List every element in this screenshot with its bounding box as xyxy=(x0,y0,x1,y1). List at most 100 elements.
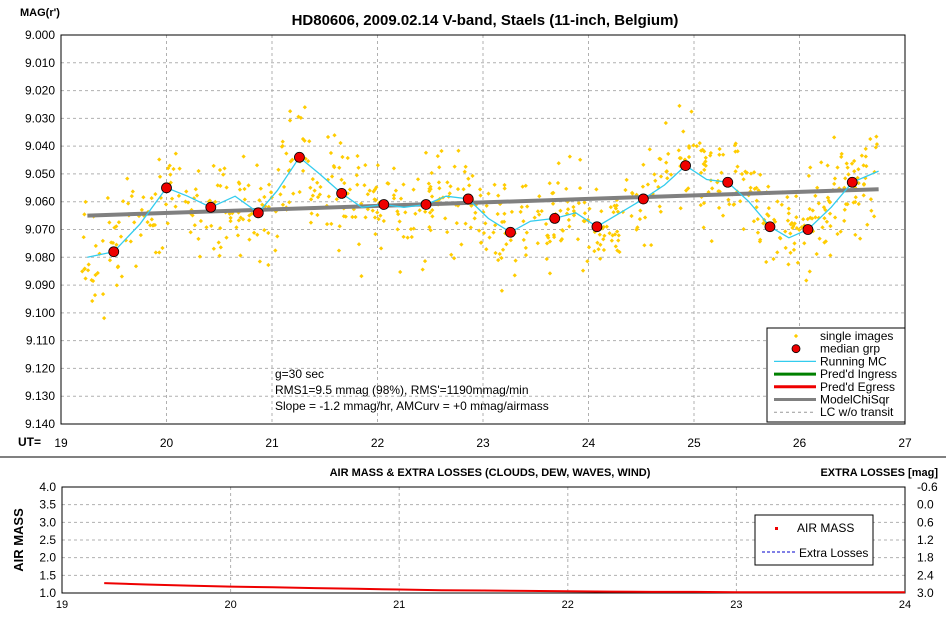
single-image-point xyxy=(338,140,343,146)
single-image-point xyxy=(758,172,763,177)
single-image-point xyxy=(370,208,375,213)
legend-label: Pred'd Ingress xyxy=(820,367,897,381)
single-image-point xyxy=(171,166,176,172)
single-image-point xyxy=(717,152,722,157)
single-image-point xyxy=(814,251,819,257)
single-image-point xyxy=(429,170,434,176)
single-image-point xyxy=(217,167,223,173)
y-tick-label: 9.070 xyxy=(25,223,55,237)
single-image-point xyxy=(754,198,759,203)
single-image-point xyxy=(523,245,528,251)
single-image-point xyxy=(582,211,588,216)
single-image-point xyxy=(218,183,223,188)
bottom-plot-frame xyxy=(61,486,906,594)
single-image-point xyxy=(558,208,563,213)
single-image-point xyxy=(786,262,791,267)
median-group-point xyxy=(680,160,691,171)
median-group-point xyxy=(161,182,172,194)
single-image-point xyxy=(268,190,274,195)
median-group-point xyxy=(378,199,390,210)
y-tick-label: 9.140 xyxy=(25,417,55,431)
single-image-point xyxy=(472,216,477,221)
single-image-point xyxy=(509,209,515,215)
single-image-point xyxy=(257,198,262,203)
single-image-point xyxy=(512,273,517,278)
median-group-point xyxy=(205,201,217,213)
bottom-y-tick-label: 2.5 xyxy=(39,533,56,547)
single-image-point xyxy=(275,234,280,239)
single-image-point xyxy=(193,187,198,192)
single-image-point xyxy=(755,230,761,235)
single-image-point xyxy=(280,202,286,207)
single-image-point xyxy=(363,163,368,168)
single-image-point xyxy=(658,174,664,179)
median-group-point xyxy=(108,246,120,258)
x-tick-label: 19 xyxy=(54,436,68,450)
single-image-point xyxy=(315,195,321,200)
single-image-point xyxy=(615,248,620,253)
median-group-point xyxy=(252,207,264,219)
single-image-point xyxy=(436,180,442,185)
bottom-y2-tick-label: 3.0 xyxy=(917,586,934,600)
single-image-point xyxy=(592,248,597,254)
single-image-point xyxy=(310,193,315,198)
single-image-point xyxy=(262,194,267,200)
single-image-point xyxy=(447,191,452,196)
single-image-point xyxy=(100,292,106,297)
single-image-point xyxy=(640,184,646,189)
single-image-point xyxy=(420,267,425,272)
single-image-point xyxy=(807,206,812,212)
single-image-point xyxy=(547,271,553,276)
single-image-point xyxy=(497,251,502,257)
single-image-point xyxy=(819,160,824,165)
single-image-point xyxy=(211,246,216,251)
single-image-point xyxy=(411,226,416,231)
single-image-point xyxy=(802,241,807,246)
single-image-point xyxy=(478,240,484,245)
single-image-point xyxy=(354,173,359,178)
single-image-point xyxy=(456,148,461,153)
single-image-point xyxy=(813,215,818,220)
single-image-point xyxy=(703,155,708,160)
single-image-point xyxy=(306,158,311,164)
single-image-point xyxy=(853,195,858,200)
single-image-point xyxy=(653,178,658,183)
single-image-point xyxy=(788,231,793,236)
single-image-point xyxy=(716,205,722,211)
single-image-point xyxy=(652,172,657,177)
single-image-point xyxy=(544,241,550,246)
single-image-point xyxy=(90,298,95,304)
single-image-point xyxy=(452,256,457,261)
single-image-point xyxy=(676,148,681,153)
single-image-point xyxy=(544,256,549,262)
single-image-point xyxy=(871,214,877,219)
single-image-point xyxy=(820,225,825,230)
single-image-point xyxy=(423,150,429,155)
single-image-point xyxy=(717,146,722,152)
single-image-point xyxy=(738,199,743,204)
median-group-point xyxy=(764,221,776,233)
single-image-point xyxy=(336,248,342,253)
single-image-point xyxy=(224,235,229,240)
single-image-point xyxy=(405,235,410,240)
single-image-point xyxy=(835,165,840,170)
single-image-point xyxy=(613,206,619,211)
plot-area-frame xyxy=(60,34,906,425)
single-image-point xyxy=(126,201,131,206)
single-image-point xyxy=(216,240,221,245)
single-image-point xyxy=(804,278,809,283)
single-image-point xyxy=(467,183,472,188)
single-image-point xyxy=(686,154,692,160)
single-image-point xyxy=(801,217,806,222)
single-image-point xyxy=(545,233,551,238)
single-image-point xyxy=(427,225,432,230)
single-image-point xyxy=(582,219,587,224)
single-image-point xyxy=(129,193,134,199)
single-image-point xyxy=(822,216,827,221)
single-image-point xyxy=(118,234,124,239)
single-image-point xyxy=(838,229,843,234)
single-image-point xyxy=(211,163,216,168)
single-image-point xyxy=(869,208,874,213)
single-image-point xyxy=(213,199,218,204)
single-image-point xyxy=(218,245,223,250)
